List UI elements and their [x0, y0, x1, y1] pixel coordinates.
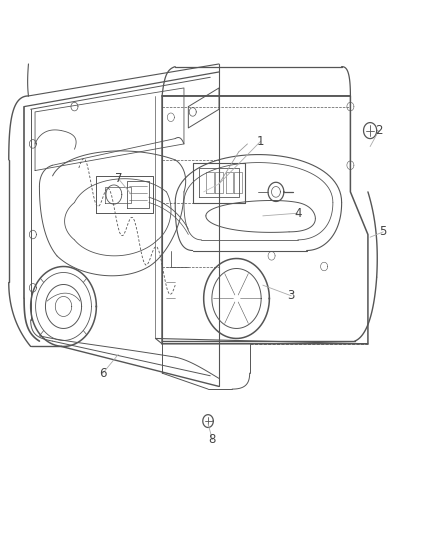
Text: 1: 1 [257, 135, 265, 148]
Text: 4: 4 [294, 207, 302, 220]
Text: 8: 8 [209, 433, 216, 446]
Text: 5: 5 [380, 225, 387, 238]
Text: 3: 3 [288, 289, 295, 302]
Text: 2: 2 [375, 124, 383, 137]
Text: 6: 6 [99, 367, 107, 379]
Text: 7: 7 [114, 172, 122, 185]
